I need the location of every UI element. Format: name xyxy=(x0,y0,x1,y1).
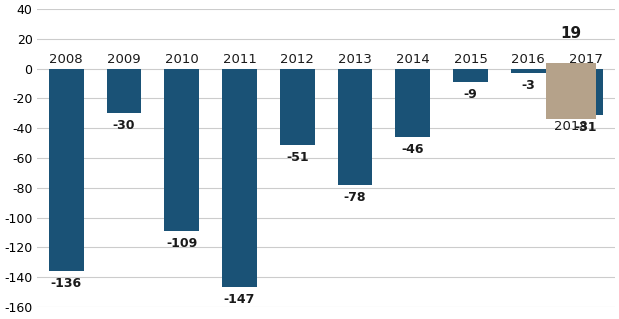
Bar xyxy=(165,69,199,231)
Text: 19: 19 xyxy=(560,26,582,41)
Text: 2011: 2011 xyxy=(223,54,256,66)
Text: -136: -136 xyxy=(51,277,82,290)
Text: 2015: 2015 xyxy=(454,54,487,66)
Text: 2017: 2017 xyxy=(569,54,603,66)
Bar xyxy=(453,69,488,82)
Text: 2009: 2009 xyxy=(107,54,141,66)
Text: -3: -3 xyxy=(521,79,535,92)
Bar xyxy=(280,69,314,145)
Text: 2016: 2016 xyxy=(511,54,545,66)
Bar xyxy=(49,69,84,271)
Bar xyxy=(396,69,430,137)
Text: -31: -31 xyxy=(574,121,597,134)
Bar xyxy=(511,69,545,73)
Bar xyxy=(546,63,596,119)
Text: 2013: 2013 xyxy=(338,54,372,66)
Bar xyxy=(106,69,141,113)
Text: -46: -46 xyxy=(402,143,424,156)
Text: 2014: 2014 xyxy=(396,54,430,66)
Text: 2010: 2010 xyxy=(165,54,199,66)
Text: -78: -78 xyxy=(344,191,366,204)
Text: -30: -30 xyxy=(113,119,136,132)
Text: -51: -51 xyxy=(286,151,308,164)
Text: -147: -147 xyxy=(224,293,255,307)
Text: -109: -109 xyxy=(166,237,197,250)
Text: 2008: 2008 xyxy=(50,54,83,66)
Text: 2012: 2012 xyxy=(280,54,314,66)
Bar xyxy=(569,69,604,115)
Text: 2018: 2018 xyxy=(554,120,588,133)
Bar xyxy=(338,69,372,185)
Bar xyxy=(222,69,257,287)
Text: -9: -9 xyxy=(464,88,477,101)
